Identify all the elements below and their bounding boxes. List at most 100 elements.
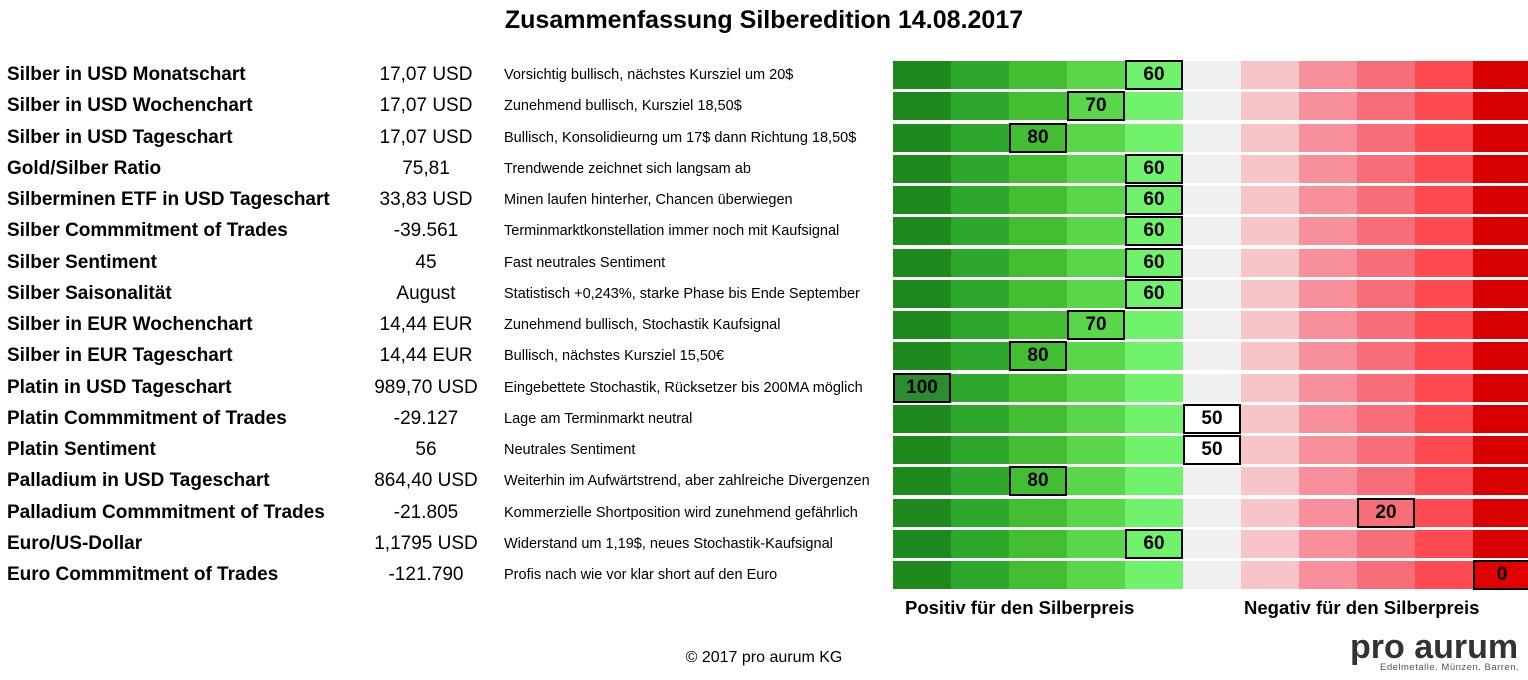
scale-cell — [1473, 311, 1528, 339]
scale-cell — [1415, 342, 1473, 371]
row-comment: Weiterhin im Aufwärtstrend, aber zahlrei… — [504, 473, 870, 490]
score-marker: 60 — [1125, 247, 1183, 278]
scale-cell — [893, 92, 951, 121]
scale-cell — [1299, 342, 1357, 371]
scale-cell — [1241, 61, 1299, 89]
scale-cell — [1067, 123, 1125, 152]
scale-cell — [1473, 436, 1528, 464]
score-marker: 0 — [1473, 560, 1528, 590]
scale-cell — [951, 154, 1009, 183]
scale-cell — [951, 92, 1009, 121]
scale-cell — [951, 373, 1009, 402]
negative-caption: Negativ für den Silberpreis — [1244, 597, 1480, 618]
scale-cell — [1183, 186, 1241, 214]
scale-cell — [1415, 248, 1473, 277]
scale-cell — [951, 61, 1009, 89]
scale-cell — [1009, 373, 1067, 402]
scale-cell — [1473, 342, 1528, 371]
scale-cell — [1299, 404, 1357, 433]
scale-cell — [1241, 123, 1299, 152]
scale-cell — [1067, 436, 1125, 464]
scale-cell — [1183, 467, 1241, 496]
row-value: 14,44 EUR — [379, 345, 473, 367]
scale-cell — [1183, 154, 1241, 183]
scale-cell — [1357, 342, 1415, 371]
scale-cell — [1299, 92, 1357, 121]
scale-cell — [1067, 61, 1125, 89]
scale-cell — [1125, 123, 1183, 152]
scale-cell — [1067, 186, 1125, 214]
table-row: Silber Saisonalität August Statistisch +0,… — [0, 278, 1528, 310]
scale-cell — [1299, 61, 1357, 89]
scale-cell — [1415, 373, 1473, 402]
scale-cell — [1067, 217, 1125, 246]
scale-cell — [1183, 92, 1241, 121]
scale-cell — [1009, 186, 1067, 214]
scale-cell — [893, 467, 951, 496]
scale-cell — [1357, 248, 1415, 277]
score-marker: 70 — [1067, 310, 1125, 340]
row-label: Silber Commmitment of Trades — [7, 220, 288, 242]
table-row: Silber in EUR Tageschart 14,44 EUR Bullisc… — [0, 341, 1528, 372]
row-label: Platin Commmitment of Trades — [7, 407, 287, 429]
row-comment: Widerstand um 1,19$, neues Stochastik-Ka… — [504, 535, 833, 552]
scale-cell — [1241, 436, 1299, 464]
table-row: Euro Commmitment of Trades -121.790 Profis… — [0, 560, 1528, 591]
scale-cell — [1009, 279, 1067, 308]
row-label: Silber in EUR Wochenchart — [7, 314, 253, 335]
scale-cell — [1357, 123, 1415, 152]
score-marker: 80 — [1009, 341, 1067, 372]
scale-cell — [1183, 373, 1241, 402]
row-label: Platin Sentiment — [7, 439, 156, 460]
scale-cell — [1183, 248, 1241, 277]
scale-cell — [1415, 561, 1473, 589]
row-comment: Terminmarktkonstellation immer noch mit … — [504, 223, 840, 240]
row-comment: Lage am Terminmarkt neutral — [504, 410, 693, 427]
scale-cell — [893, 529, 951, 558]
row-value: -29.127 — [393, 407, 459, 429]
row-label: Euro/US-Dollar — [7, 532, 143, 554]
row-value: August — [396, 282, 456, 304]
score-marker: 20 — [1357, 497, 1415, 528]
table-row: Silberminen ETF in USD Tageschart 33,83 U… — [0, 185, 1528, 216]
table-row: Euro/US-Dollar 1,1795 USD Widerstand um 1,… — [0, 528, 1528, 560]
scale-cell — [1299, 186, 1357, 214]
row-comment: Zunehmend bullisch, Stochastik Kaufsigna… — [504, 317, 781, 333]
scale-cell — [1183, 529, 1241, 558]
positive-caption: Positiv für den Silberpreis — [905, 597, 1135, 618]
score-marker: 60 — [1125, 185, 1183, 215]
row-value: 56 — [415, 439, 437, 460]
scale-cell — [1299, 248, 1357, 277]
scale-cell — [1067, 248, 1125, 277]
scale-cell — [1241, 404, 1299, 433]
table-row: Platin Sentiment 56 Neutrales Sentiment 50 — [0, 435, 1528, 466]
scale-cell — [1067, 498, 1125, 527]
table-row: Silber Sentiment 45 Fast neutrales Sentime… — [0, 247, 1528, 279]
score-marker: 80 — [1009, 466, 1067, 497]
chart-title: Zusammenfassung Silberedition 14.08.2017 — [504, 6, 1024, 34]
scale-cell — [1067, 279, 1125, 308]
scale-cell — [1415, 498, 1473, 527]
row-value: 75,81 — [402, 157, 450, 179]
scale-cell — [1183, 342, 1241, 371]
scale-cell — [893, 154, 951, 183]
row-label: Silber in USD Tageschart — [7, 126, 233, 148]
scale-cell — [951, 436, 1009, 464]
scale-cell — [893, 248, 951, 277]
scale-cell — [1183, 123, 1241, 152]
row-comment: Minen laufen hinterher, Chancen überwieg… — [504, 192, 793, 208]
table-row: Silber in USD Tageschart 17,07 USD Bullisc… — [0, 122, 1528, 154]
score-marker: 60 — [1125, 153, 1183, 184]
row-comment: Kommerzielle Shortposition wird zunehmen… — [504, 504, 858, 521]
score-marker: 60 — [1125, 278, 1183, 309]
scale-cell — [1125, 311, 1183, 339]
table-row: Silber in USD Wochenchart 17,07 USD Zunehm… — [0, 91, 1528, 122]
score-marker: 60 — [1125, 216, 1183, 247]
scale-cell — [1009, 436, 1067, 464]
row-value: 17,07 USD — [379, 64, 473, 85]
scale-cell — [1067, 154, 1125, 183]
scale-cell — [1125, 561, 1183, 589]
scale-cell — [1415, 186, 1473, 214]
scale-cell — [893, 561, 951, 589]
scale-cell — [951, 279, 1009, 308]
